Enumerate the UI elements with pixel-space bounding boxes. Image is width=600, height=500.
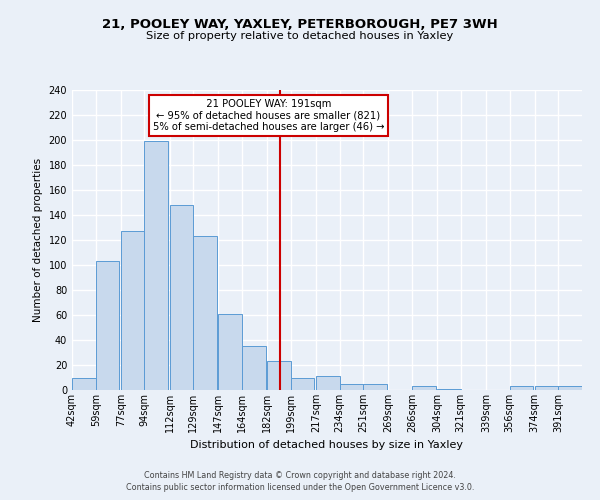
- Bar: [95, 261, 119, 390]
- Bar: [145, 141, 168, 390]
- Bar: [242, 346, 266, 390]
- Bar: [170, 205, 193, 390]
- X-axis label: Distribution of detached houses by size in Yaxley: Distribution of detached houses by size …: [191, 440, 464, 450]
- Bar: [412, 386, 436, 390]
- Bar: [559, 386, 582, 390]
- Bar: [291, 378, 314, 390]
- Bar: [340, 384, 363, 390]
- Bar: [121, 231, 145, 390]
- Bar: [535, 386, 559, 390]
- Text: Contains HM Land Registry data © Crown copyright and database right 2024.
Contai: Contains HM Land Registry data © Crown c…: [126, 471, 474, 492]
- Text: 21 POOLEY WAY: 191sqm  
← 95% of detached houses are smaller (821)
5% of semi-de: 21 POOLEY WAY: 191sqm ← 95% of detached …: [152, 99, 384, 132]
- Bar: [509, 386, 533, 390]
- Y-axis label: Number of detached properties: Number of detached properties: [33, 158, 43, 322]
- Text: Size of property relative to detached houses in Yaxley: Size of property relative to detached ho…: [146, 31, 454, 41]
- Bar: [437, 389, 461, 390]
- Bar: [193, 236, 217, 390]
- Bar: [218, 314, 242, 390]
- Text: 21, POOLEY WAY, YAXLEY, PETERBOROUGH, PE7 3WH: 21, POOLEY WAY, YAXLEY, PETERBOROUGH, PE…: [102, 18, 498, 30]
- Bar: [363, 384, 387, 390]
- Bar: [267, 361, 291, 390]
- Bar: [72, 378, 95, 390]
- Bar: [316, 376, 340, 390]
